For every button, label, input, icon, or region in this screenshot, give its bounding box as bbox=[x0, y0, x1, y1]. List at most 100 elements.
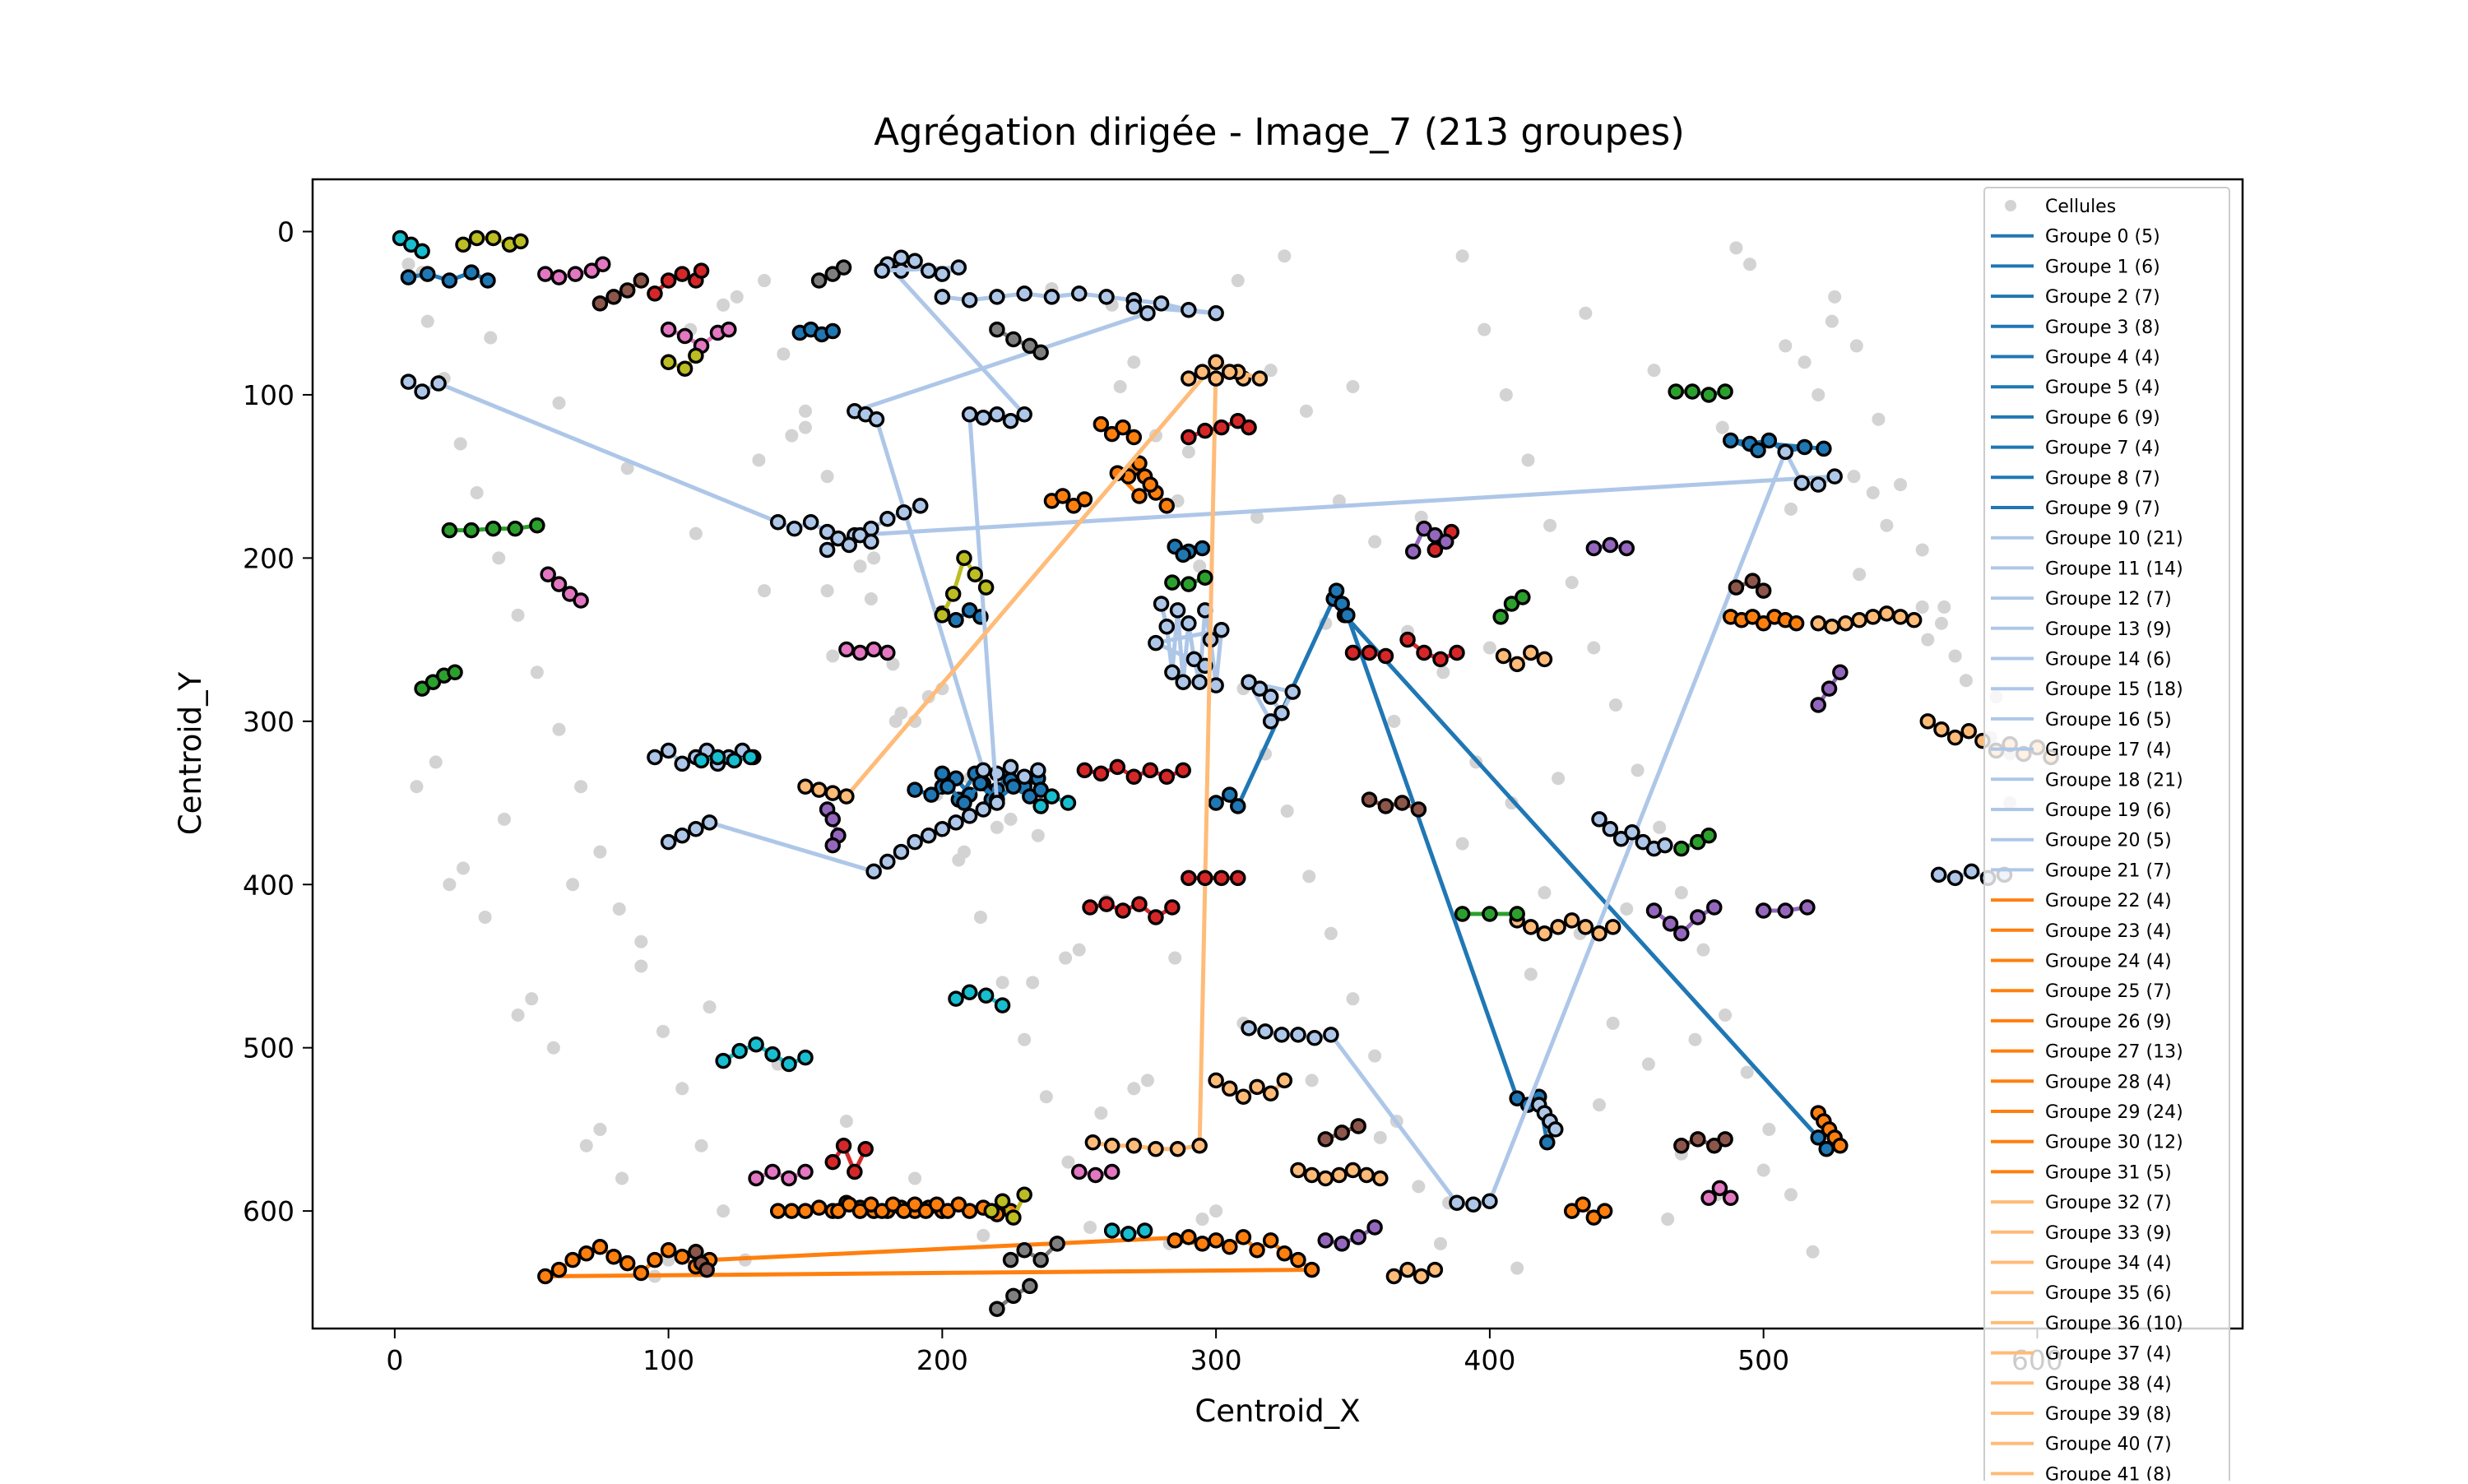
group-point bbox=[400, 373, 417, 390]
group-cluster bbox=[1531, 1097, 1564, 1138]
group-cluster bbox=[1032, 788, 1077, 814]
group-point bbox=[1377, 647, 1394, 665]
cell-point bbox=[1127, 1082, 1141, 1096]
group-point bbox=[674, 827, 690, 844]
legend-label: Groupe 7 (4) bbox=[2045, 438, 2160, 459]
group-point bbox=[1181, 429, 1197, 446]
group-point bbox=[1673, 840, 1690, 857]
cell-point bbox=[634, 934, 648, 948]
y-tick-label: 200 bbox=[243, 542, 295, 574]
group-point bbox=[633, 1264, 650, 1282]
group-point bbox=[1043, 289, 1060, 305]
group-point bbox=[1722, 432, 1739, 449]
group-cluster bbox=[1181, 870, 1246, 887]
cell-point bbox=[511, 608, 525, 622]
group-point bbox=[961, 292, 978, 308]
group-point bbox=[1892, 609, 1909, 625]
cell-point bbox=[798, 404, 812, 418]
group-point bbox=[1821, 680, 1838, 697]
cell-point bbox=[1113, 380, 1127, 394]
cell-point bbox=[864, 591, 878, 605]
group-point bbox=[1093, 415, 1110, 433]
group-point bbox=[507, 520, 523, 537]
group-point bbox=[1826, 468, 1843, 485]
group-point bbox=[455, 236, 471, 253]
group-cluster bbox=[414, 664, 463, 697]
group-point bbox=[1963, 863, 1980, 880]
legend-label: Groupe 2 (7) bbox=[2045, 287, 2160, 308]
legend-label: Groupe 16 (5) bbox=[2045, 710, 2172, 730]
cell-point bbox=[1524, 967, 1538, 981]
group-point bbox=[1276, 1245, 1293, 1262]
group-point bbox=[1213, 870, 1230, 887]
group-point bbox=[742, 749, 759, 766]
group-point bbox=[1416, 644, 1432, 661]
cell-point bbox=[1305, 1074, 1319, 1087]
group-point bbox=[1084, 1134, 1102, 1151]
group-point bbox=[1070, 1163, 1088, 1180]
group-point bbox=[1432, 651, 1449, 668]
group-point bbox=[1399, 631, 1416, 648]
cell-point bbox=[977, 1228, 990, 1242]
group-point bbox=[1668, 383, 1684, 400]
cell-point bbox=[511, 1009, 525, 1022]
group-point bbox=[1946, 870, 1964, 887]
group-cluster bbox=[1164, 569, 1213, 592]
group-point bbox=[441, 272, 458, 289]
group-point bbox=[769, 1203, 786, 1219]
group-point bbox=[1303, 1261, 1320, 1278]
group-point bbox=[802, 513, 819, 531]
legend-label: Groupe 6 (9) bbox=[2045, 408, 2160, 429]
group-point bbox=[1303, 1166, 1320, 1184]
cell-point bbox=[1620, 902, 1634, 916]
cell-point bbox=[1915, 600, 1929, 614]
group-point bbox=[1002, 412, 1019, 429]
group-point bbox=[783, 1203, 800, 1219]
group-point bbox=[1394, 795, 1411, 811]
group-point bbox=[824, 837, 842, 854]
group-point bbox=[1032, 1251, 1049, 1268]
legend-label: Groupe 37 (4) bbox=[2045, 1344, 2172, 1365]
group-cluster bbox=[1317, 1219, 1383, 1252]
group-point bbox=[1082, 899, 1098, 916]
group-cluster bbox=[1076, 758, 1191, 786]
group-point bbox=[1158, 498, 1175, 514]
group-point bbox=[983, 1203, 1000, 1219]
group-point bbox=[1016, 406, 1032, 423]
group-cluster bbox=[1181, 412, 1257, 446]
group-cluster bbox=[1093, 415, 1143, 446]
group-cluster bbox=[791, 321, 842, 343]
group-point bbox=[863, 533, 879, 550]
group-cluster bbox=[1181, 364, 1238, 387]
group-cluster bbox=[591, 272, 650, 312]
group-point bbox=[414, 243, 430, 260]
legend-label: Groupe 35 (6) bbox=[2045, 1283, 2172, 1304]
group-cluster bbox=[1241, 674, 1301, 730]
group-point bbox=[721, 321, 737, 338]
cell-point bbox=[1894, 0, 1907, 7]
group-cluster bbox=[455, 230, 529, 253]
group-point bbox=[1235, 1088, 1252, 1105]
group-point bbox=[1103, 1222, 1120, 1239]
group-point bbox=[1290, 1162, 1306, 1179]
group-point bbox=[797, 778, 814, 795]
group-cluster bbox=[1082, 896, 1181, 925]
group-point bbox=[726, 752, 743, 769]
group-point bbox=[1005, 1287, 1022, 1305]
cell-point bbox=[1756, 1163, 1770, 1177]
group-point bbox=[1016, 1186, 1032, 1203]
group-point bbox=[660, 321, 677, 338]
group-point bbox=[1717, 383, 1733, 400]
legend-label: Groupe 23 (4) bbox=[2045, 921, 2172, 942]
group-cluster bbox=[1208, 591, 1835, 1157]
legend-label: Groupe 24 (4) bbox=[2045, 952, 2172, 972]
group-cluster bbox=[1454, 906, 1525, 922]
cell-point bbox=[574, 780, 588, 794]
cell-point bbox=[1083, 1220, 1097, 1234]
group-point bbox=[480, 272, 496, 289]
group-line bbox=[755, 1169, 806, 1181]
cell-point bbox=[1061, 1155, 1075, 1169]
group-cluster bbox=[983, 1186, 1032, 1226]
group-point bbox=[709, 749, 726, 766]
group-point bbox=[674, 266, 690, 282]
